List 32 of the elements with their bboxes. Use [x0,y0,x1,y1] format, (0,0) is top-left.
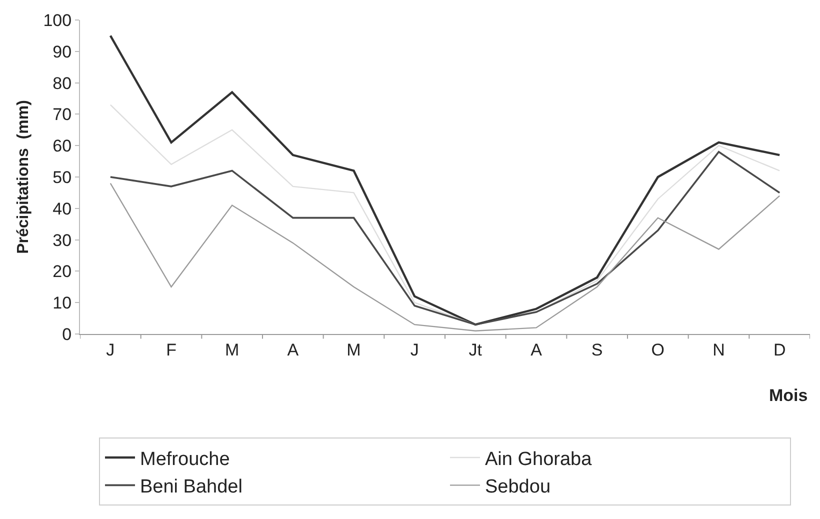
y-tick-label: 20 [52,262,72,282]
legend-label: Beni Bahdel [140,476,242,498]
y-tick-label: 30 [52,230,72,250]
legend-label: Sebdou [485,476,551,498]
x-tick-label: A [287,340,300,360]
y-tick-label: 90 [52,42,72,62]
x-tick-label: S [591,340,603,360]
x-tick-label: F [166,340,176,360]
y-tick-label: 10 [52,294,72,313]
x-tick-label: O [651,340,665,360]
y-axis-title: Précipitations (mm) [15,100,32,254]
x-tick-label: J [410,340,419,360]
line-series [110,150,780,326]
x-tick-label: M [346,340,361,360]
x-axis-title: Mois [769,386,808,405]
y-tick-label: 100 [43,10,72,30]
y-tick-label: 80 [52,74,72,93]
x-tick-label: M [224,340,240,360]
y-tick-label: 50 [52,168,72,187]
legend-label: Ain Ghoraba [485,448,592,470]
x-tick-label: J [106,340,115,360]
line-series [110,182,780,332]
legend-label: Mefrouche [140,448,230,470]
x-tick-label: D [773,340,786,360]
x-tick-label: Jt [468,340,482,360]
y-tick-label: 60 [52,136,72,156]
x-tick-label: A [530,340,543,360]
y-tick-label: 70 [52,105,72,124]
line-series [109,34,781,326]
y-tick-label: 0 [62,324,72,344]
x-tick-label: N [712,340,725,360]
y-tick-label: 40 [52,199,72,218]
